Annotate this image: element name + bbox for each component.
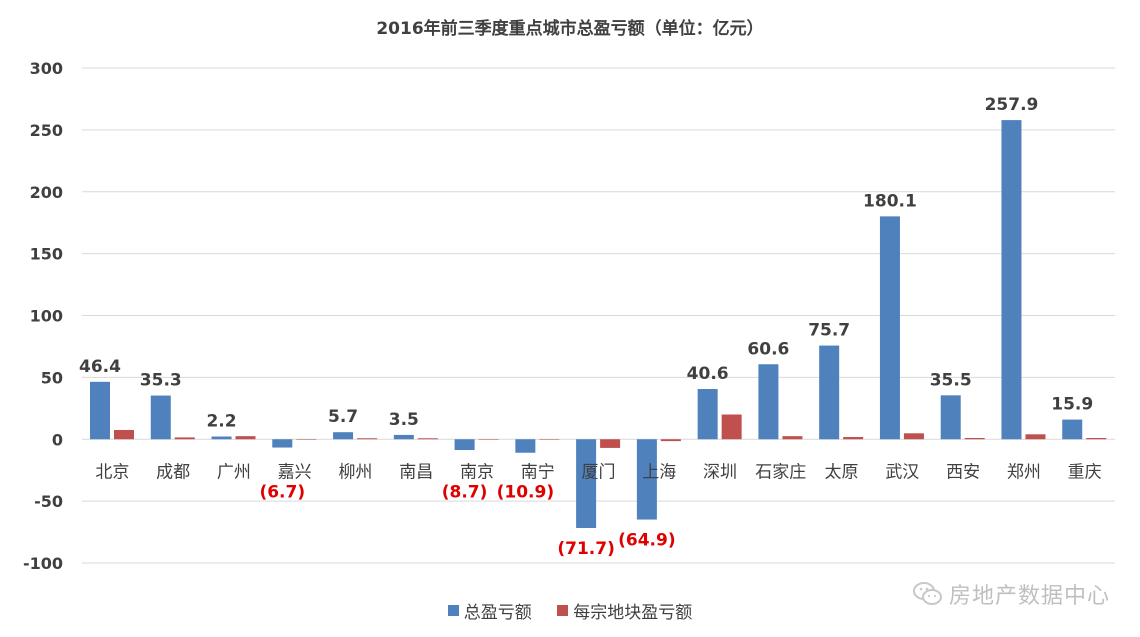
data-label: (64.9) [618, 531, 675, 551]
x-tick-label: 重庆 [1068, 462, 1102, 482]
x-tick-label: 石家庄 [755, 462, 806, 482]
legend-swatch-total [447, 605, 459, 616]
data-label: (71.7) [557, 539, 614, 559]
x-tick-label: 南京 [460, 462, 494, 482]
data-label: 180.1 [863, 191, 917, 211]
bar-land [114, 429, 134, 440]
bar-land [1086, 438, 1107, 440]
bars [90, 120, 1107, 528]
bar-total [1001, 120, 1022, 440]
bar-land [296, 439, 317, 440]
bar-land [357, 438, 378, 440]
y-tick-label: 250 [30, 121, 63, 140]
bar-land [417, 438, 438, 440]
y-tick-label: 50 [41, 368, 63, 387]
bar-total [940, 395, 961, 440]
legend: 总盈亏额 每宗地块盈亏额 [0, 598, 1140, 623]
watermark: 房地产数据中心 [912, 578, 1110, 610]
y-tick-label: -100 [23, 554, 63, 573]
bar-land [721, 414, 742, 440]
data-label: 46.4 [79, 357, 121, 377]
x-tick-label: 郑州 [1007, 462, 1041, 482]
data-label: 75.7 [808, 321, 850, 341]
bar-total [819, 345, 840, 440]
bar-land [660, 439, 681, 442]
data-label: 3.5 [389, 410, 419, 430]
x-tick-label: 南昌 [399, 462, 433, 482]
x-tick-label: 广州 [217, 462, 251, 482]
bar-land [235, 436, 256, 440]
bar-land [964, 438, 985, 440]
watermark-text: 房地产数据中心 [948, 584, 1110, 609]
y-tick-label: 150 [30, 245, 63, 264]
x-axis-ticks: 北京 成都 广州 嘉兴 柳州 南昌 南京 南宁 厦门 上海 深圳 石家庄 太原 武汉 西安 郑州 重庆 [95, 462, 1101, 482]
bar-land [903, 433, 924, 440]
bar-land [843, 437, 864, 440]
bar-land [478, 439, 499, 440]
y-tick-label: 200 [30, 183, 63, 202]
bar-total [636, 439, 657, 520]
bar-land [1025, 434, 1046, 440]
bar-total [758, 364, 779, 440]
x-tick-label: 厦门 [582, 462, 616, 482]
bar-total [879, 216, 900, 440]
bar-land [174, 437, 195, 440]
y-axis-ticks: -100 -50 0 50 100 150 200 250 300 [23, 59, 63, 573]
x-tick-label: 嘉兴 [278, 462, 312, 482]
data-label: 35.3 [140, 371, 182, 391]
bar-total [1062, 419, 1083, 440]
legend-label-total: 总盈亏额 [463, 603, 532, 623]
bar-total [576, 439, 597, 528]
data-labels: 46.4 35.3 2.2 (6.7) 5.7 3.5 (8.7) (10.9) (71.7)(… [79, 95, 1093, 559]
bar-land [539, 439, 560, 440]
bar-land [600, 439, 621, 448]
x-tick-label: 西安 [946, 462, 980, 482]
x-tick-label: 上海 [642, 462, 676, 482]
legend-swatch-land [557, 605, 569, 616]
bar-land [782, 436, 803, 440]
wechat-icon [912, 582, 942, 605]
data-label: 2.2 [206, 412, 236, 432]
data-label: 40.6 [687, 364, 729, 384]
data-label: 5.7 [328, 407, 358, 427]
data-label: 257.9 [985, 95, 1039, 115]
x-tick-label: 柳州 [338, 462, 372, 482]
data-label: 60.6 [747, 339, 789, 359]
bar-total [515, 439, 536, 453]
legend-item-total: 总盈亏额 [447, 598, 532, 623]
bar-total [333, 432, 354, 440]
legend-label-land: 每宗地块盈亏额 [573, 603, 693, 623]
x-tick-label: 深圳 [703, 462, 737, 482]
x-tick-label: 武汉 [885, 462, 919, 482]
bar-total [211, 436, 232, 440]
legend-item-land: 每宗地块盈亏额 [557, 598, 692, 623]
y-tick-label: -50 [34, 492, 63, 511]
bar-total [697, 389, 718, 440]
data-label: (10.9) [497, 482, 554, 502]
x-tick-label: 成都 [156, 462, 190, 482]
gridlines [82, 67, 1115, 564]
bar-total [150, 395, 171, 440]
bar-total [272, 439, 293, 448]
data-label: (8.7) [442, 482, 488, 502]
x-tick-label: 南宁 [521, 462, 555, 482]
bar-total [90, 381, 110, 440]
x-tick-label: 北京 [95, 462, 129, 482]
x-tick-label: 太原 [825, 462, 859, 482]
bar-total [393, 434, 414, 440]
data-label: 15.9 [1051, 395, 1093, 415]
bar-total [454, 439, 475, 451]
y-tick-label: 300 [30, 59, 63, 78]
data-label: 35.5 [930, 370, 972, 390]
data-label: (6.7) [259, 482, 305, 502]
chart-title: 2016年前三季度重点城市总盈亏额（单位：亿元） [376, 19, 764, 39]
y-tick-label: 0 [52, 430, 63, 449]
y-tick-label: 100 [30, 307, 63, 326]
